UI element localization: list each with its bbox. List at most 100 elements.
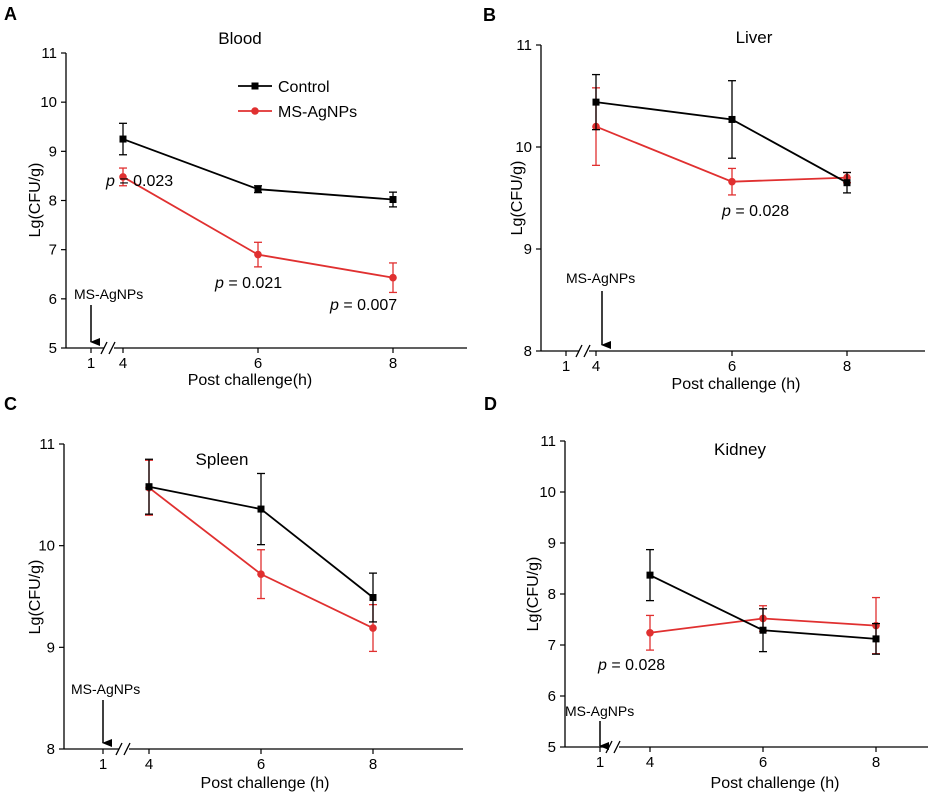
series-ms-agnps	[119, 167, 397, 294]
data-point-circle	[646, 628, 654, 637]
y-tick-label: 11	[540, 433, 556, 450]
x-tick-label: 1	[99, 756, 107, 773]
p-value-text: = 0.028	[607, 657, 665, 674]
legend-label-treated: MS-AgNPs	[278, 104, 357, 121]
p-value-text: = 0.023	[115, 173, 173, 190]
data-point-circle	[257, 570, 265, 578]
data-point-circle	[369, 624, 377, 632]
series-control	[646, 548, 880, 655]
x-tick-label: 1	[596, 754, 604, 771]
y-axis-label: Lg(CFU/g)	[525, 557, 542, 632]
data-point-square	[257, 505, 265, 513]
x-tick-label: 8	[872, 754, 880, 771]
data-point-circle	[389, 273, 397, 282]
axis-break-mark	[115, 742, 123, 756]
x-tick-label: 8	[843, 358, 851, 375]
y-tick-label: 11	[516, 37, 532, 54]
p-symbol: p	[329, 297, 339, 314]
y-tick-label: 11	[39, 436, 55, 453]
axis-break-mark	[605, 740, 613, 754]
x-tick-label: 6	[257, 756, 265, 773]
x-tick-label: 4	[119, 355, 127, 372]
x-tick-label: 1	[562, 358, 570, 375]
legend-marker-control	[251, 82, 259, 90]
y-tick-label: 8	[548, 586, 556, 603]
x-tick-label: 6	[759, 754, 767, 771]
y-tick-label: 7	[548, 637, 556, 654]
series-line	[595, 125, 848, 183]
y-tick-label: 9	[49, 143, 57, 160]
chart-title: Spleen	[196, 450, 249, 469]
x-axis-label: Post challenge (h)	[201, 775, 330, 792]
series-control	[592, 73, 851, 194]
x-axis-label: Post challenge (h)	[672, 376, 801, 393]
x-axis-label: Post challenge(h)	[188, 372, 313, 389]
x-tick-label: 4	[145, 756, 153, 773]
y-tick-label: 9	[47, 639, 55, 656]
x-tick-label: 1	[87, 355, 95, 372]
axis-break-mark	[100, 341, 108, 355]
treatment-arrow-label: MS-AgNPs	[566, 270, 635, 286]
y-tick-label: 10	[40, 94, 57, 111]
y-tick-label: 8	[49, 193, 57, 210]
x-tick-label: 8	[369, 756, 377, 773]
data-point-circle	[728, 177, 736, 186]
data-point-square	[843, 179, 851, 187]
p-value-text: = 0.021	[224, 275, 282, 292]
panel-letter: A	[4, 4, 17, 24]
axis-break-mark	[613, 740, 621, 754]
data-point-circle	[254, 250, 262, 259]
series-control	[145, 458, 377, 623]
data-point-square	[254, 185, 262, 193]
p-value-annotation: p = 0.028	[597, 657, 665, 674]
panel-letter: B	[483, 5, 496, 25]
data-point-square	[145, 483, 153, 491]
y-tick-label: 6	[49, 291, 57, 308]
data-point-square	[369, 594, 377, 602]
x-tick-label: 6	[728, 358, 736, 375]
x-tick-label: 6	[254, 355, 262, 372]
y-tick-label: 10	[38, 538, 55, 555]
x-axis-label: Post challenge (h)	[711, 775, 840, 792]
p-symbol: p	[721, 203, 731, 220]
legend-marker-treated	[251, 107, 259, 115]
x-tick-label: 4	[646, 754, 654, 771]
chart-title: Blood	[218, 29, 261, 48]
p-value-text: = 0.007	[339, 297, 397, 314]
y-tick-label: 7	[49, 242, 57, 259]
data-point-circle	[119, 173, 127, 181]
y-tick-label: 5	[49, 340, 57, 357]
y-tick-label: 9	[524, 241, 532, 258]
p-value-text: = 0.028	[731, 203, 789, 220]
data-point-square	[646, 571, 654, 579]
p-value-annotation: p = 0.021	[214, 275, 282, 292]
y-axis-label: Lg(CFU/g)	[27, 560, 44, 635]
data-point-square	[389, 196, 397, 204]
p-symbol: p	[597, 657, 607, 674]
y-axis-label: Lg(CFU/g)	[27, 163, 44, 238]
series-control	[119, 122, 397, 208]
data-point-square	[592, 98, 600, 106]
data-point-square	[119, 135, 127, 143]
p-value-annotation: p = 0.007	[329, 297, 397, 314]
y-tick-label: 6	[548, 688, 556, 705]
treatment-arrow-label: MS-AgNPs	[71, 681, 140, 697]
panel-letter: D	[484, 394, 497, 414]
x-tick-label: 8	[389, 355, 397, 372]
y-tick-label: 9	[548, 535, 556, 552]
axis-break-mark	[123, 742, 131, 756]
legend-label-control: Control	[278, 79, 330, 96]
axis-break-mark	[583, 344, 591, 358]
axis-break-mark	[575, 344, 583, 358]
p-value-annotation: p = 0.028	[721, 203, 789, 220]
data-point-square	[872, 635, 880, 643]
y-tick-label: 8	[47, 741, 55, 758]
treatment-arrow-label: MS-AgNPs	[74, 286, 143, 302]
p-value-annotation: p = 0.023	[105, 173, 173, 190]
